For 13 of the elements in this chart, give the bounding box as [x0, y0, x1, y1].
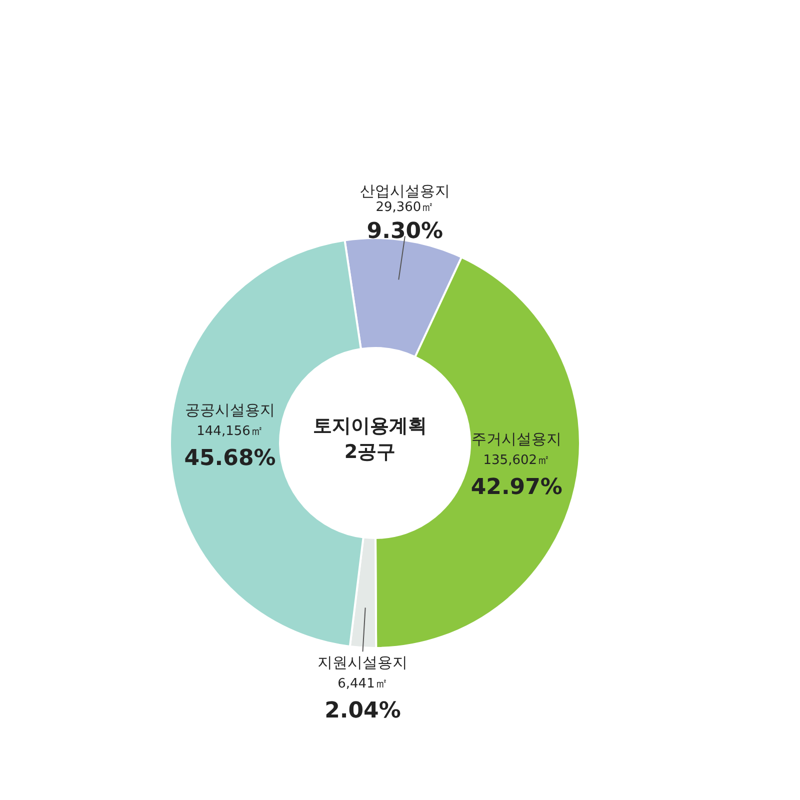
- text: 135,602㎡: [483, 452, 550, 468]
- text: 144,156㎡: [196, 424, 264, 439]
- data-label: 2.04%: [324, 698, 401, 724]
- text: 토지이용계획 2공구: [313, 415, 427, 463]
- data-label: 42.97%: [470, 474, 562, 500]
- text: 6,441㎡: [338, 676, 388, 692]
- slice-label: 공공시설용지: [185, 400, 276, 419]
- slice-label: 주거시설용지: [472, 430, 562, 448]
- data-label: 45.68%: [184, 446, 276, 471]
- slice-label: 지원시설용지: [318, 654, 408, 672]
- slice-label: 산업시설용지: [360, 182, 450, 200]
- text: 29,360㎡: [376, 200, 434, 216]
- data-label: 9.30%: [366, 219, 444, 244]
